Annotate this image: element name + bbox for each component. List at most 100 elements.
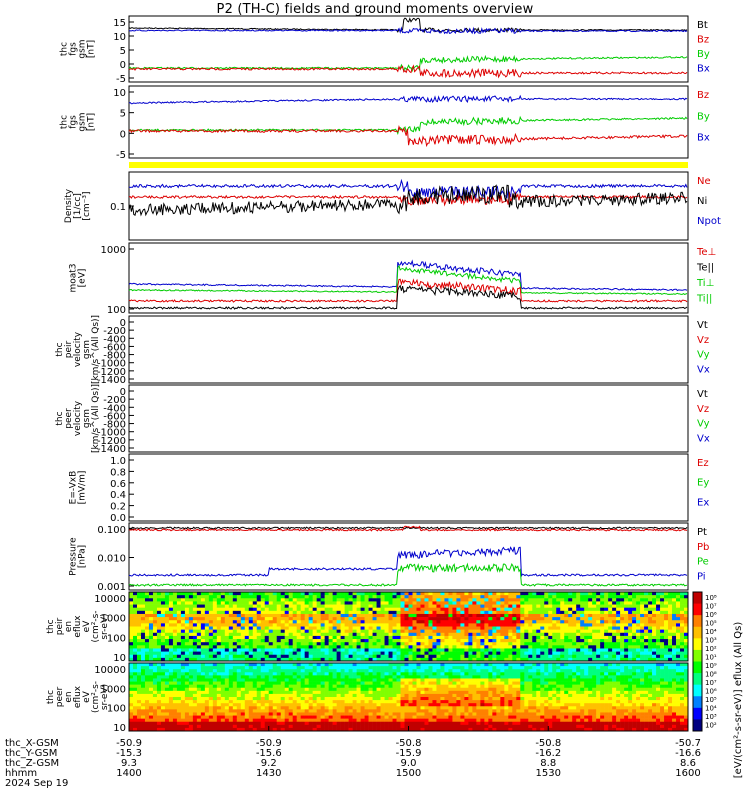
series-line bbox=[128, 26, 688, 35]
y-tick-label: -200 bbox=[103, 326, 126, 337]
x-tick-label: -50.7 bbox=[675, 738, 701, 749]
y-axis-label: eflux bbox=[73, 615, 83, 638]
y-tick-label: -1200 bbox=[97, 436, 126, 447]
y-axis-label: moat3 bbox=[69, 263, 79, 292]
y-tick-label: 10 bbox=[113, 88, 126, 99]
y-axis-label: velocity bbox=[73, 331, 83, 367]
y-tick-label: 100 bbox=[107, 633, 126, 644]
series-line bbox=[128, 64, 688, 79]
y-axis-label: [1/cc] bbox=[73, 193, 83, 219]
y-tick-label: -1400 bbox=[97, 444, 126, 455]
legend-entry: Ey bbox=[697, 478, 709, 489]
panel-frame bbox=[128, 242, 689, 314]
spectrogram bbox=[129, 592, 689, 662]
y-tick-label: -600 bbox=[103, 411, 126, 422]
x-tick-label: -16.2 bbox=[535, 748, 561, 759]
series-line bbox=[128, 526, 688, 530]
y-tick-label: 1000 bbox=[101, 684, 126, 695]
y-tick-label: 0 bbox=[120, 60, 126, 71]
y-axis-label: gsm bbox=[82, 409, 92, 428]
x-tick-label: 8.6 bbox=[680, 758, 696, 769]
series-line bbox=[128, 264, 688, 295]
y-tick-label: 100 bbox=[107, 305, 126, 316]
y-tick-label: -5 bbox=[116, 150, 126, 161]
y-tick-label: 1000 bbox=[101, 614, 126, 625]
legend-entry: Bx bbox=[697, 64, 710, 75]
y-tick-label: 0 bbox=[120, 129, 126, 140]
y-axis-label: en bbox=[64, 621, 74, 632]
series-line bbox=[128, 178, 688, 200]
y-axis-label: eV bbox=[82, 690, 92, 703]
y-axis-label: [nPa] bbox=[78, 545, 88, 568]
legend-entry: By bbox=[697, 111, 710, 122]
y-tick-label: 0 bbox=[120, 387, 126, 398]
x-row-label: thc_Z-GSM bbox=[5, 758, 59, 769]
series-line bbox=[128, 17, 688, 34]
y-tick-label: 1000 bbox=[101, 245, 126, 256]
x-row-label: 2024 Sep 19 bbox=[5, 778, 68, 789]
y-tick-label: 10 bbox=[113, 32, 126, 43]
y-axis-label: sr-eV) bbox=[100, 613, 110, 639]
y-tick-label: -1400 bbox=[97, 375, 126, 386]
colorbar-tick: 10¹ bbox=[705, 654, 717, 662]
legend-entry: By bbox=[697, 49, 710, 60]
legend-entry: Ez bbox=[697, 458, 709, 469]
panel-frame bbox=[128, 315, 689, 384]
x-tick-label: 9.2 bbox=[261, 758, 277, 769]
x-tick-label: 9.3 bbox=[121, 758, 137, 769]
y-axis-label: [nT] bbox=[87, 40, 97, 58]
series-line bbox=[128, 190, 688, 207]
y-axis-label: Density bbox=[64, 188, 74, 223]
y-tick-label: 0.6 bbox=[110, 479, 126, 490]
legend-entry: Ni bbox=[697, 196, 707, 207]
quality-flag-bar bbox=[129, 162, 688, 168]
y-tick-label: 0.100 bbox=[97, 525, 126, 536]
x-tick-label: -16.6 bbox=[675, 748, 701, 759]
y-tick-label: -400 bbox=[103, 403, 126, 414]
legend-entry: Bx bbox=[697, 133, 710, 144]
x-row-label: hhmm bbox=[5, 768, 37, 779]
colorbar-tick: 10³ bbox=[705, 637, 717, 645]
y-axis-label: gsm bbox=[78, 112, 88, 131]
y-axis-label: [km/s^(All Qs)] bbox=[91, 384, 101, 453]
y-axis-label: thc bbox=[46, 619, 56, 633]
colorbar-tick: 10⁸ bbox=[705, 594, 717, 602]
colorbar-tick: 10⁷ bbox=[705, 679, 717, 687]
colorbar-frame bbox=[692, 591, 703, 732]
panel-frame bbox=[128, 384, 689, 453]
x-tick-label: -15.3 bbox=[116, 748, 142, 759]
y-axis-label: eflux bbox=[73, 685, 83, 708]
y-axis-label: thc bbox=[60, 42, 70, 56]
y-axis-label: [cm⁻³] bbox=[82, 191, 92, 220]
legend-entry: Vt bbox=[697, 320, 708, 331]
y-tick-label: 10000 bbox=[94, 665, 126, 676]
series-line bbox=[128, 94, 688, 105]
y-tick-label: -400 bbox=[103, 334, 126, 345]
x-tick-label: -15.9 bbox=[396, 748, 422, 759]
series-line bbox=[128, 284, 688, 310]
legend-entry: Ti|| bbox=[696, 294, 712, 305]
y-axis-label: sr-eV) bbox=[100, 684, 110, 710]
panel-frame bbox=[128, 522, 689, 591]
legend-entry: Ti⊥ bbox=[696, 278, 714, 289]
y-tick-label: -5 bbox=[116, 74, 126, 85]
legend-entry: Npot bbox=[697, 216, 721, 227]
y-axis-label: peir bbox=[55, 617, 65, 635]
legend-entry: Vz bbox=[697, 335, 709, 346]
legend-entry: Ex bbox=[697, 497, 709, 508]
y-axis-label: en bbox=[64, 691, 74, 702]
colorbar-tick: 10⁵ bbox=[705, 620, 717, 628]
y-axis-label: Pressure bbox=[69, 537, 79, 576]
legend-entry: Vz bbox=[697, 404, 709, 415]
x-tick-label: 8.8 bbox=[540, 758, 556, 769]
colorbar: 10⁸10⁷10⁶10⁵10⁴10³10²10¹10⁹10⁸10⁷10⁶10⁵1… bbox=[692, 591, 744, 778]
panel-3: 0.1 Density [1/cc] [cm⁻³] Ne Ni Npot bbox=[64, 171, 721, 241]
y-axis-label: (cm²-s- bbox=[91, 610, 101, 642]
y-tick-label: -1000 bbox=[97, 359, 126, 370]
colorbar-tick: 10² bbox=[705, 722, 717, 730]
y-tick-label: 0.001 bbox=[97, 582, 126, 593]
x-tick-label: 1500 bbox=[396, 768, 421, 779]
panel-frame bbox=[128, 453, 689, 522]
